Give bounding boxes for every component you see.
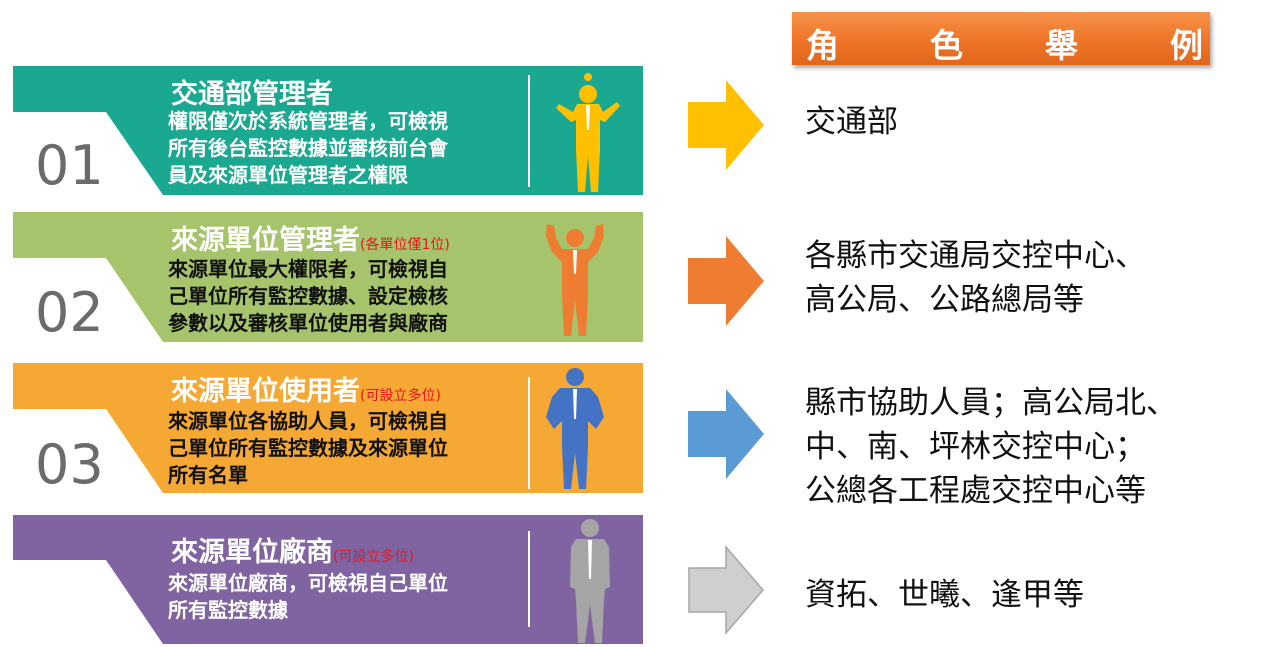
role-example-4: 資拓、世曦、逢甲等 (805, 577, 1084, 613)
row-number: 01 (35, 134, 104, 197)
idea-man-icon (556, 73, 620, 192)
role-band-2: 02 來源單位管理者(各單位僅1位) 來源單位最大權限者，可檢視自 己單位所有監… (13, 212, 643, 344)
hands-on-hips-man-icon (546, 368, 604, 489)
right-arrow-icon (688, 389, 764, 479)
divider-line (528, 531, 530, 627)
role-example-3: 縣市協助人員；高公局北、 中、南、坪林交控中心； 公總各工程處交控中心等 (805, 385, 1177, 509)
header-char-3: 舉 (1045, 26, 1078, 65)
role-description: 來源單位廠商，可檢視自己單位 所有監控數據 (168, 571, 448, 622)
role-band-4: 來源單位廠商(可設立多位) 來源單位廠商，可檢視自己單位 所有監控數據 (13, 515, 643, 644)
role-band-3: 03 來源單位使用者(可設立多位) 來源單位各協助人員，可檢視自 己單位所有監控… (13, 363, 643, 496)
standing-man-icon (570, 519, 610, 643)
role-examples-header: 角 色 舉 例 (792, 12, 1210, 65)
strong-man-icon (546, 224, 604, 336)
role-title: 來源單位使用者(可設立多位) (171, 376, 441, 407)
header-char-4: 例 (1170, 26, 1203, 65)
row-number: 02 (35, 281, 104, 344)
role-description: 來源單位最大權限者，可檢視自 己單位所有監控數據、設定檢核 參數以及審核單位使用… (168, 257, 448, 335)
divider-line (528, 75, 530, 187)
row-number: 03 (35, 433, 104, 496)
role-example-2: 各縣市交通局交控中心、 高公局、公路總局等 (805, 238, 1146, 318)
right-arrow-icon (688, 80, 764, 170)
role-description: 來源單位各協助人員，可檢視自 己單位所有監控數據及來源單位 所有名單 (168, 409, 448, 487)
header-char-2: 色 (930, 26, 963, 65)
divider-line (528, 377, 530, 489)
role-title: 來源單位管理者(各單位僅1位) (171, 225, 450, 256)
right-arrow-icon (688, 236, 764, 326)
role-example-1: 交通部 (805, 104, 898, 140)
header-char-1: 角 (806, 26, 839, 65)
role-title: 交通部管理者 (171, 79, 333, 110)
role-title: 來源單位廠商(可設立多位) (171, 537, 414, 568)
role-description: 權限僅次於系統管理者，可檢視 所有後台監控數據並審核前台會 員及來源單位管理者之… (168, 109, 448, 187)
role-band-1: 01 交通部管理者 權限僅次於系統管理者，可檢視 所有後台監控數據並審核前台會 … (13, 66, 643, 197)
right-arrow-icon (688, 545, 764, 635)
